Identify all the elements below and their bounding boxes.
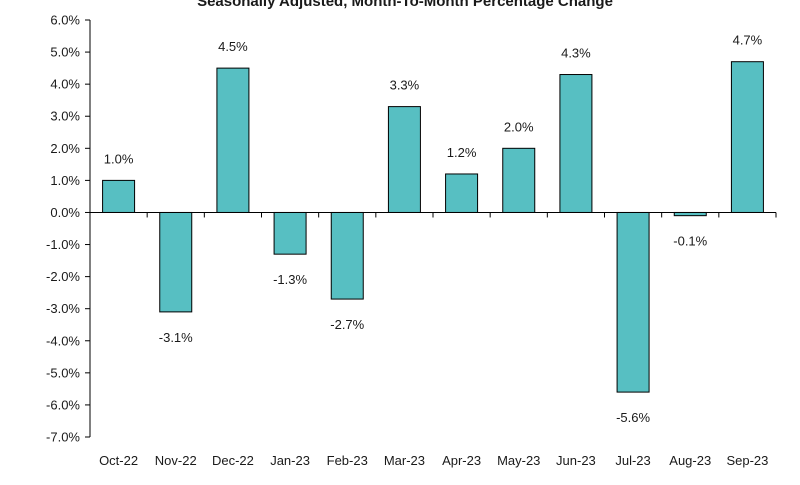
bar-may-23	[502, 147, 536, 213]
y-axis: 6.0% 5.0% 4.0% 3.0% 2.0% 1.0% 0.0% -1.0% -2.0% -3…	[46, 13, 91, 445]
x-tick-label: Jan-23	[270, 453, 310, 468]
data-label-sep-23: 4.7%	[733, 33, 763, 48]
y-tick-label: 4.0%	[50, 77, 80, 92]
y-tick-label: -5.0%	[46, 365, 80, 380]
x-tick-label: Jun-23	[556, 453, 596, 468]
x-tick-label: Oct-22	[99, 453, 138, 468]
data-label-may-23: 2.0%	[504, 119, 534, 134]
data-label-dec-22: 4.5%	[218, 39, 248, 54]
data-label-feb-23: -2.7%	[330, 317, 364, 332]
data-label-jul-23: -5.6%	[616, 410, 650, 425]
y-tick-label: 1.0%	[50, 173, 80, 188]
x-tick-label: Mar-23	[384, 453, 425, 468]
chart-subtitle: Seasonally Adjusted, Month-To-Month Perc…	[197, 0, 613, 10]
y-tick-label: 6.0%	[50, 13, 80, 28]
y-tick-label: -4.0%	[46, 333, 80, 348]
data-label-jun-23: 4.3%	[561, 46, 591, 61]
x-tick-label: Nov-22	[155, 453, 197, 468]
y-tick-label: 5.0%	[50, 45, 80, 60]
x-tick-label: May-23	[497, 453, 540, 468]
bar-dec-22	[216, 67, 250, 213]
data-label-aug-23: -0.1%	[673, 234, 707, 249]
bars: 1.0% -3.1% 4.5% -1.3% -2.7% 3.3% 1.2% 2.0% 4.3% -…	[102, 33, 764, 425]
y-tick-label: 2.0%	[50, 141, 80, 156]
bar-jul-23	[616, 211, 650, 393]
data-label-jan-23: -1.3%	[273, 272, 307, 287]
bar-jun-23	[559, 74, 593, 213]
data-label-oct-22: 1.0%	[104, 151, 134, 166]
y-tick-label: -2.0%	[46, 269, 80, 284]
y-tick-label: 0.0%	[50, 205, 80, 220]
x-tick-label: Jul-23	[615, 453, 650, 468]
data-label-nov-22: -3.1%	[159, 330, 193, 345]
x-tick-label: Sep-23	[726, 453, 768, 468]
data-label-apr-23: 1.2%	[447, 145, 477, 160]
bar-apr-23	[445, 173, 479, 213]
y-tick-label: -3.0%	[46, 301, 80, 316]
y-tick-label: -1.0%	[46, 237, 80, 252]
bar-jan-23	[273, 211, 307, 255]
bar-oct-22	[102, 179, 136, 213]
y-tick-label: -6.0%	[46, 397, 80, 412]
bar-nov-22	[159, 211, 193, 313]
bar-sep-23	[730, 61, 764, 213]
y-tick-label: -7.0%	[46, 430, 80, 445]
y-tick-label: 3.0%	[50, 109, 80, 124]
x-tick-label: Feb-23	[327, 453, 368, 468]
bar-mar-23	[387, 106, 421, 213]
bar-feb-23	[330, 211, 364, 300]
x-axis: Oct-22 Nov-22 Dec-22 Jan-23 Feb-23 Mar-23 Apr-…	[89, 211, 777, 468]
x-tick-label: Apr-23	[442, 453, 481, 468]
data-label-mar-23: 3.3%	[390, 78, 420, 93]
x-tick-label: Aug-23	[669, 453, 711, 468]
x-tick-label: Dec-22	[212, 453, 254, 468]
